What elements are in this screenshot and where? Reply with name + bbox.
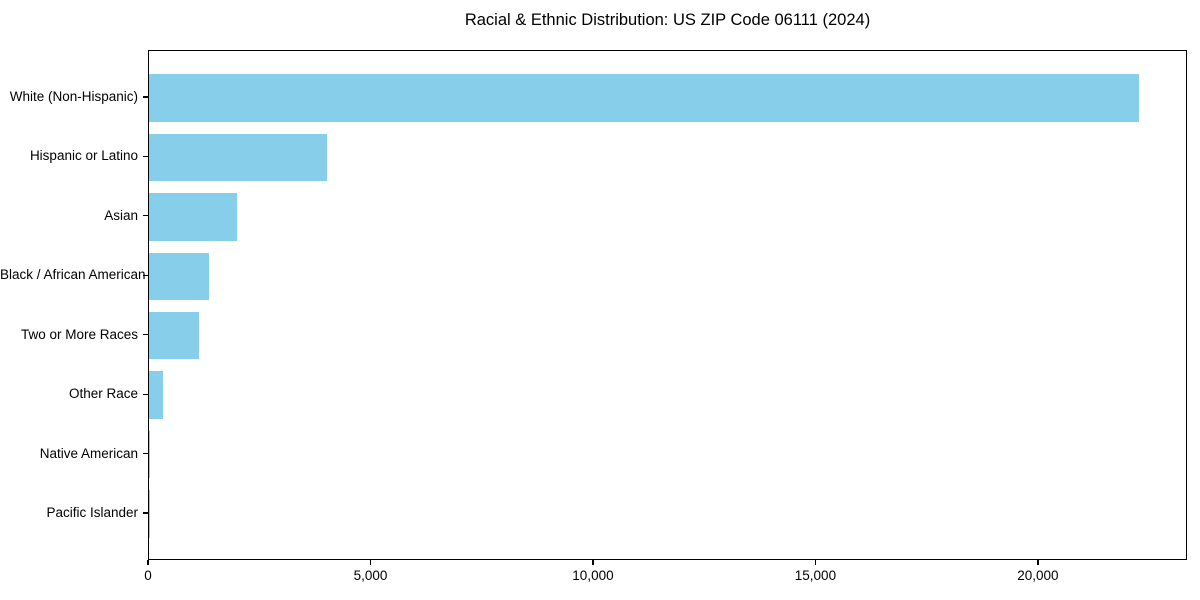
plot-area [148, 50, 1187, 560]
y-tick-mark [143, 334, 148, 336]
x-tick-label: 0 [144, 568, 152, 583]
x-tick-mark [592, 560, 594, 565]
y-tick-label: Native American [39, 445, 138, 461]
x-tick-label: 5,000 [353, 568, 388, 583]
y-tick-label: Hispanic or Latino [29, 148, 138, 164]
y-tick-mark [143, 215, 148, 217]
bar-other-race [149, 371, 163, 419]
y-tick-label: Pacific Islander [46, 505, 138, 521]
x-tick-label: 10,000 [572, 568, 614, 583]
x-tick-mark [147, 560, 149, 565]
y-tick-label: Two or More Races [20, 326, 138, 342]
bar-white-non-hispanic [149, 74, 1139, 122]
bar-native-american [149, 430, 151, 479]
y-tick-mark [143, 512, 148, 514]
y-tick-label: Asian [104, 207, 138, 223]
chart-title: Racial & Ethnic Distribution: US ZIP Cod… [464, 11, 871, 29]
y-tick-label: Black / African American [0, 267, 146, 283]
x-tick-mark [1037, 560, 1039, 565]
x-tick-label: 20,000 [1017, 568, 1059, 583]
x-tick-label: 15,000 [794, 568, 837, 583]
bar-hispanic-or-latino [149, 133, 327, 182]
y-tick-mark [143, 155, 148, 157]
bar-black-african-american [149, 252, 210, 301]
x-tick-mark [814, 560, 817, 565]
y-tick-label: Other Race [68, 386, 138, 402]
y-tick-mark [143, 453, 148, 455]
x-tick-mark [369, 560, 372, 565]
y-tick-mark [143, 274, 148, 276]
bar-two-or-more-races [149, 311, 199, 360]
y-tick-label: White (Non-Hispanic) [9, 88, 138, 104]
y-tick-mark [143, 393, 148, 395]
bar-asian [149, 193, 238, 241]
y-tick-mark [143, 96, 148, 98]
